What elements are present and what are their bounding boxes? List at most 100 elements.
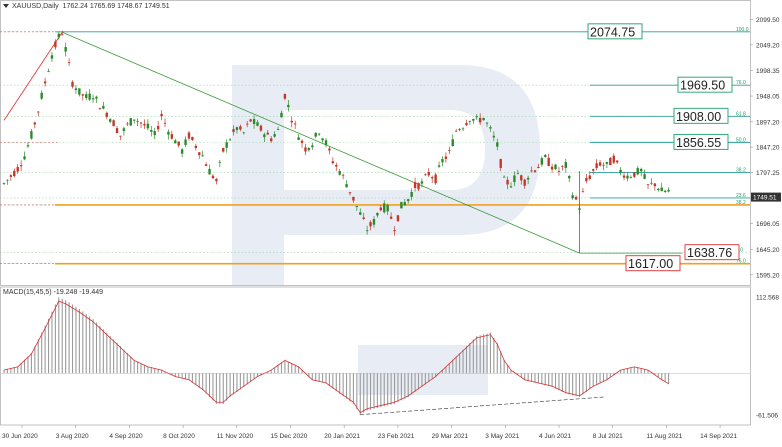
candle-body [533, 170, 537, 172]
candle-body [588, 175, 591, 179]
candle-body [413, 182, 417, 189]
candle-body [37, 111, 40, 113]
candle-body [592, 169, 595, 171]
macd-signal-line [3, 300, 669, 414]
price-label-text: 1908.00 [676, 110, 721, 124]
candle-body [215, 179, 218, 182]
price-label-box [673, 133, 729, 150]
candle-body [492, 135, 496, 138]
x-tick-label: 23 Feb 2021 [378, 433, 415, 440]
candle-body [653, 183, 657, 187]
macd-tick-label: -61.506 [756, 413, 778, 420]
candle-body [424, 174, 427, 176]
fib-label: 38.2 [736, 167, 746, 173]
candle-body [523, 179, 526, 186]
candle-body [201, 155, 204, 157]
candle-body [287, 104, 290, 108]
price-label-text: 1969.50 [680, 79, 725, 93]
candle-body [174, 140, 177, 144]
candle-body [283, 93, 287, 99]
candle-body [650, 182, 653, 184]
candle-body [242, 132, 245, 134]
candle-body [259, 125, 263, 131]
candle-body [376, 212, 379, 216]
x-tick-label: 11 Aug 2021 [646, 433, 682, 440]
candle-body [311, 145, 314, 148]
y-tick-label: 1696.05 [756, 221, 780, 228]
candle-body [252, 119, 256, 125]
candle-body [581, 191, 585, 193]
fib-label: 76.0 [736, 80, 746, 86]
candle-body [341, 174, 345, 176]
y-tick-label: 1998.35 [756, 68, 780, 75]
candle-body [389, 216, 393, 219]
candle-body [74, 88, 78, 91]
candle-body [660, 187, 663, 192]
candle-body [61, 34, 64, 36]
current-price-text: 1749.51 [753, 195, 777, 202]
candle-body [396, 215, 400, 222]
candle-body [489, 127, 492, 129]
divergence-line [360, 396, 604, 415]
red-line [3, 32, 63, 121]
candle-body [71, 81, 74, 87]
x-tick-label: 15 Dec 2020 [271, 433, 308, 440]
candle-body [359, 212, 362, 215]
candle-body [465, 123, 468, 126]
candle-body [95, 96, 98, 99]
candle-body [365, 230, 369, 232]
x-tick-label: 4 Sep 2020 [109, 433, 143, 440]
candle-body [561, 165, 564, 167]
candle-body [595, 163, 598, 169]
candle-body [400, 201, 403, 209]
candle-body [407, 199, 410, 202]
candle-body [180, 149, 184, 154]
candle-body [509, 186, 513, 188]
candle-body [461, 128, 465, 130]
candle-body [657, 188, 660, 191]
candle-body [431, 177, 434, 179]
candle-body [338, 171, 341, 175]
candle-body [478, 117, 482, 123]
x-tick-label: 8 Jul 2021 [593, 433, 623, 440]
y-tick-label: 2049.20 [756, 42, 780, 49]
candle-body [526, 177, 530, 180]
candle-body [198, 152, 201, 156]
x-tick-label: 8 Oct 2020 [163, 433, 195, 440]
price-label-text: 1638.76 [687, 246, 732, 260]
candle-body [64, 47, 67, 52]
candle-body [602, 164, 605, 166]
candle-body [81, 94, 84, 96]
candle-body [540, 158, 544, 165]
candle-body [335, 164, 338, 167]
candle-body [352, 196, 355, 201]
fib-label: 0.0 [736, 248, 743, 254]
candle-body [520, 175, 523, 181]
symbol-label: XAUUSD,Daily [12, 3, 59, 10]
price-label-text: 1617.00 [628, 257, 673, 271]
candle-body [571, 195, 574, 199]
candle-body [667, 189, 670, 192]
candle-body [276, 129, 280, 130]
watermark-bar [232, 65, 284, 285]
candle-body [43, 81, 47, 84]
candle-body [30, 131, 33, 139]
candle-body [105, 112, 108, 117]
candle-body [88, 93, 91, 100]
candle-body [502, 176, 506, 178]
candle-body [362, 217, 365, 219]
candle-body [612, 155, 615, 163]
candle-body [605, 162, 609, 164]
candle-body [636, 168, 639, 175]
candle-body [47, 70, 50, 72]
candle-body [222, 148, 225, 152]
candle-body [585, 177, 588, 182]
y-tick-label: 1645.20 [756, 247, 780, 254]
candle-body [208, 168, 211, 175]
candle-body [108, 119, 112, 122]
dropdown-icon[interactable] [3, 4, 9, 9]
watermark-shape [284, 65, 540, 235]
candle-body [348, 192, 352, 194]
candle-body [328, 148, 331, 151]
